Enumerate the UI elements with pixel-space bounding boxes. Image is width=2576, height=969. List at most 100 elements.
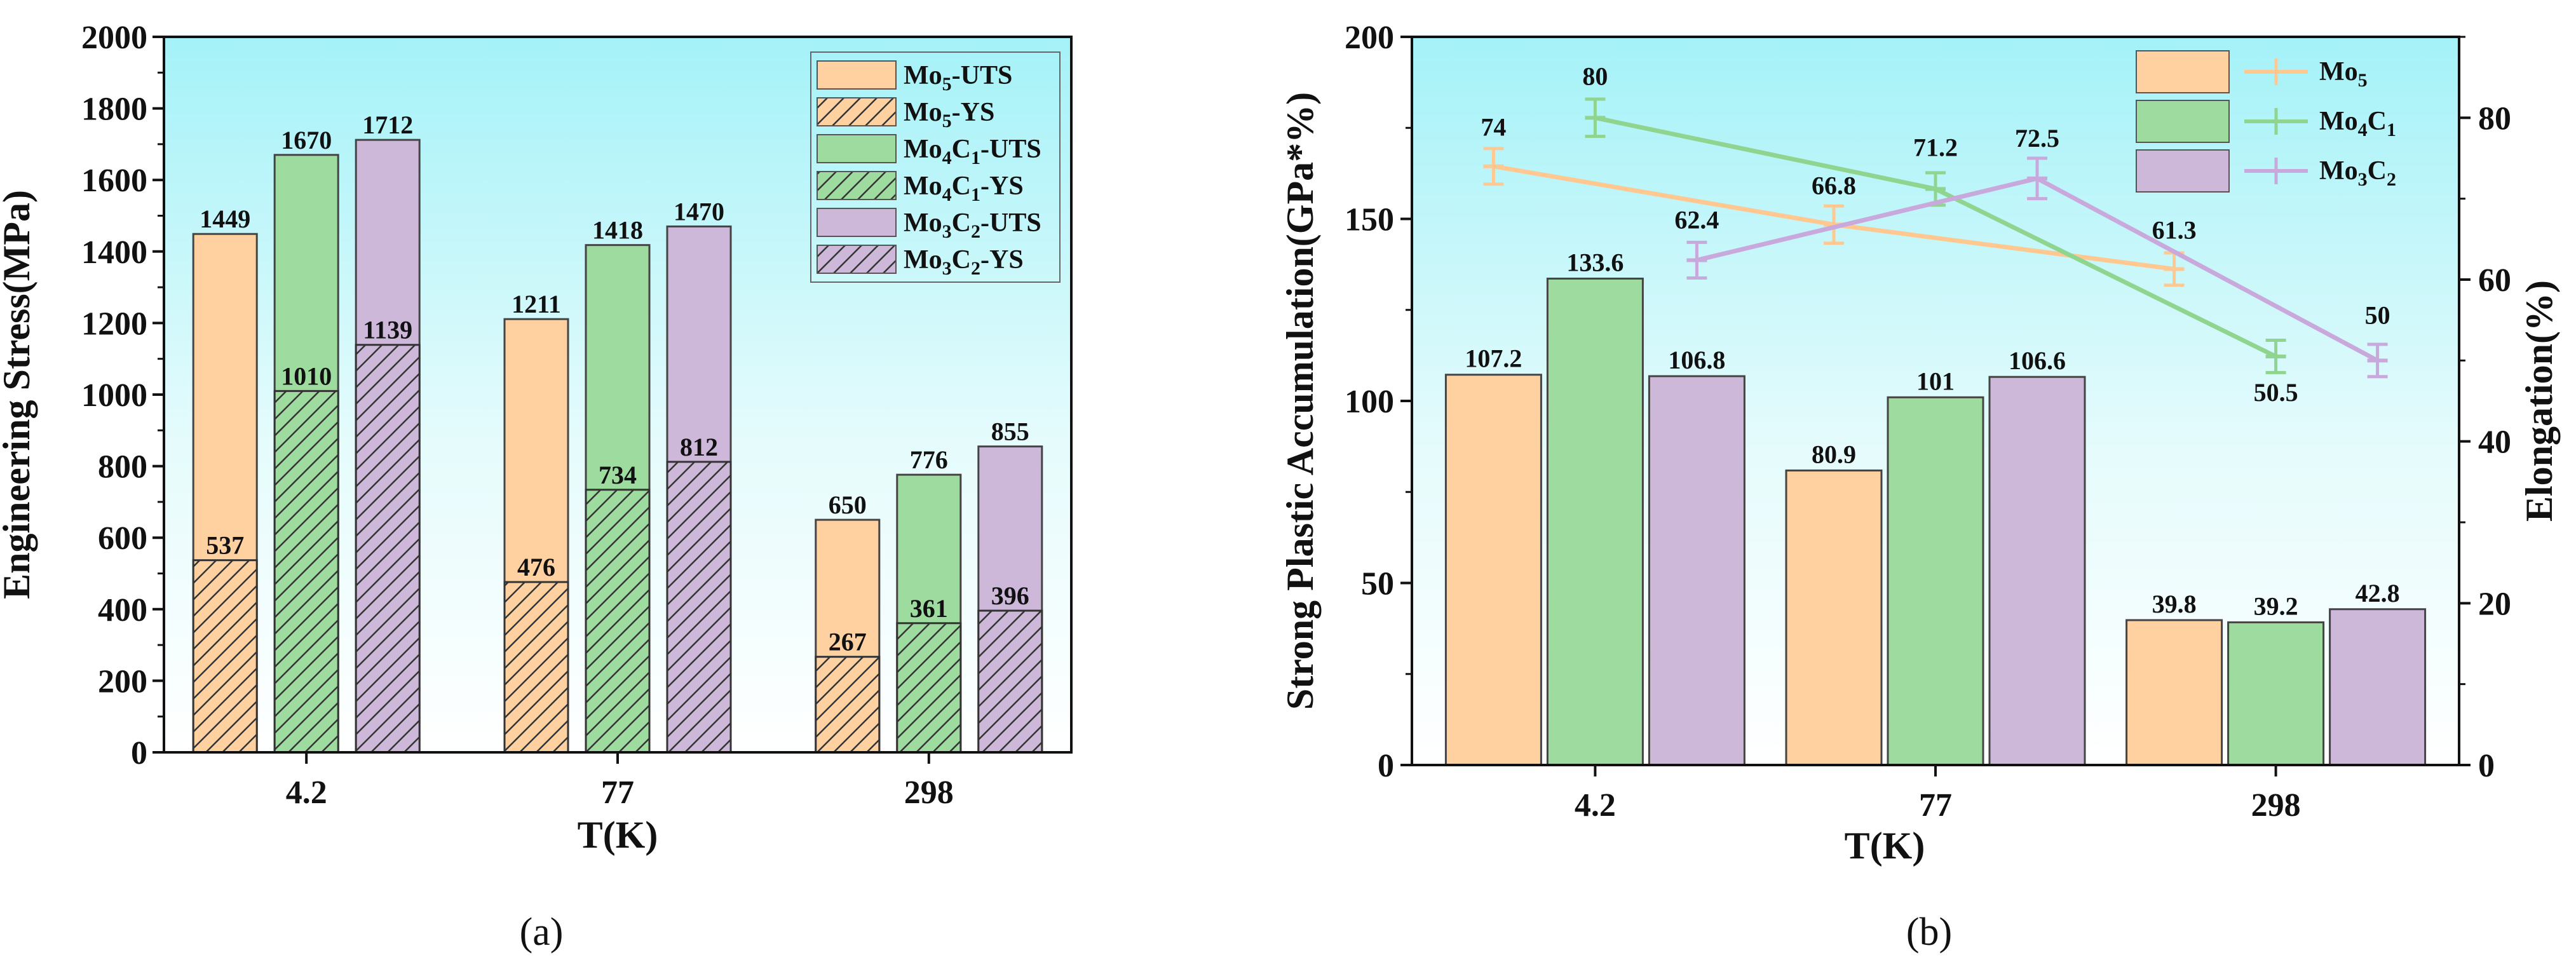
y-tick-label: 1400: [81, 234, 147, 271]
bar-data-label: 39.2: [2254, 592, 2298, 620]
x-tick-label: 77: [1919, 787, 1952, 823]
panel-caption-a: (a): [520, 911, 564, 954]
bar-Mo3C2: [2329, 608, 2427, 766]
bar-Mo5: [2125, 619, 2223, 766]
bar-data-label: 101: [1916, 367, 1955, 395]
error-bar: [2265, 339, 2286, 374]
data-label-uts: 1712: [362, 111, 413, 139]
bar-data-label: 80.9: [1812, 440, 1856, 468]
legend-swatch: [2136, 149, 2230, 193]
error-bar: [1686, 240, 1707, 280]
bar-ys-Mo3C2: [666, 461, 732, 754]
data-label-ys: 734: [599, 461, 637, 489]
bar-data-label: 107.2: [1465, 344, 1522, 373]
error-bar: [1483, 147, 1504, 186]
bar-ys-Mo5: [815, 656, 881, 754]
y-tick-label: 1000: [81, 377, 147, 414]
y-tick-label: 1600: [81, 163, 147, 199]
line-data-label: 66.8: [1812, 171, 1856, 200]
y2-tick-label: 20: [2478, 586, 2511, 622]
y-tick-label: 0: [131, 735, 147, 771]
bar-data-label: 106.8: [1668, 346, 1725, 374]
bar-ys-Mo3C2: [977, 609, 1043, 754]
x-tick-label: 4.2: [1575, 787, 1616, 823]
x-axis-label: T(K): [1845, 825, 1925, 867]
y-tick-label: 600: [98, 520, 147, 557]
bar-Mo4C1: [1546, 277, 1644, 766]
error-bar: [2027, 156, 2047, 201]
line-data-label: 72.5: [2015, 124, 2059, 152]
legend-swatch: [817, 134, 897, 163]
line-data-label: 61.3: [2152, 215, 2197, 244]
legend-box: [810, 51, 1061, 283]
data-label-uts: 1211: [512, 290, 561, 318]
error-bar: [1585, 97, 1606, 139]
line-data-label: 50.5: [2254, 378, 2298, 407]
y-tick-label: 200: [1345, 20, 1394, 56]
legend-swatch: [817, 208, 897, 237]
x-axis-label: T(K): [578, 814, 658, 856]
data-label-uts: 1449: [200, 205, 250, 233]
bar-ys-Mo4C1: [273, 390, 339, 754]
x-tick-label: 298: [904, 775, 954, 811]
bar-Mo3C2: [1648, 375, 1746, 766]
line-data-label: 74: [1481, 113, 1506, 142]
y-tick-label: 200: [98, 663, 147, 700]
line-data-label: 80: [1582, 62, 1608, 90]
bar-Mo3C2: [1988, 376, 2086, 766]
data-label-uts: 1470: [674, 197, 724, 226]
y2-tick-label: 0: [2478, 748, 2495, 784]
y-tick-label: 1200: [81, 306, 147, 342]
bar-Mo5: [1444, 374, 1542, 766]
bar-Mo5: [1785, 469, 1883, 766]
bar-Mo4C1: [2227, 621, 2325, 766]
bar-ys-Mo3C2: [355, 344, 421, 754]
error-bar: [2367, 342, 2388, 379]
panel-b-accumulation-chart: 107.2 133.6 106.8 80.9 101 106.6 39.8 39.2 42.8 7…: [1279, 20, 2560, 954]
legend-label: Mo4C1-YS: [904, 172, 1024, 205]
y-tick-label: 2000: [81, 20, 147, 56]
y-tick-label: 150: [1345, 202, 1394, 238]
x-tick-label: 77: [601, 775, 634, 811]
data-label-ys: 537: [206, 531, 244, 560]
legend-swatch: [817, 97, 897, 126]
bar-ys-Mo5: [192, 559, 258, 754]
data-label-ys: 267: [829, 628, 867, 656]
bar-ys-Mo4C1: [585, 489, 651, 754]
y-axis-label: Engineering Stress(MPa): [0, 190, 37, 599]
legend-label: Mo3C2: [2319, 156, 2396, 190]
data-label-ys: 476: [517, 553, 555, 581]
legend-swatch: [817, 245, 897, 274]
y-tick-label: 1800: [81, 91, 147, 128]
panel-a-stress-chart: 1449 537 1670 1010 1712 1139 1211 476 1418 734 147…: [0, 20, 1073, 954]
legend-label: Mo3C2-UTS: [904, 208, 1041, 242]
y2-tick-label: 40: [2478, 424, 2511, 461]
y2-tick-label: 80: [2478, 100, 2511, 137]
bar-Mo4C1: [1887, 396, 1984, 766]
legend-swatch: [817, 171, 897, 200]
y2-tick-label: 60: [2478, 262, 2511, 299]
data-label-uts: 650: [829, 491, 867, 519]
data-label-ys: 396: [991, 581, 1029, 610]
bar-data-label: 106.6: [2009, 346, 2066, 375]
x-tick-label: 4.2: [286, 775, 327, 811]
data-label-ys: 1010: [281, 362, 332, 390]
legend-label: Mo5: [2319, 57, 2368, 91]
data-label-ys: 812: [680, 433, 718, 461]
legend-swatch: [817, 60, 897, 90]
y-tick-label: 100: [1345, 384, 1394, 420]
panel-caption-b: (b): [1906, 911, 1952, 954]
line-data-label: 62.4: [1674, 205, 1719, 234]
line-data-label: 71.2: [1913, 133, 1958, 161]
y-axis-label: Strong Plastic Accumulation(GPa*%): [1279, 92, 1321, 710]
y-tick-label: 0: [1378, 748, 1394, 784]
bar-data-label: 39.8: [2152, 590, 2197, 618]
x-tick-label: 298: [2251, 787, 2301, 823]
data-label-uts: 1670: [281, 126, 332, 154]
legend-label: Mo4C1: [2319, 107, 2396, 140]
data-label-ys: 1139: [363, 316, 412, 344]
y2-axis-label: Elongation(%): [2518, 280, 2560, 522]
bar-data-label: 133.6: [1566, 248, 1624, 276]
bar-ys-Mo5: [503, 581, 569, 754]
